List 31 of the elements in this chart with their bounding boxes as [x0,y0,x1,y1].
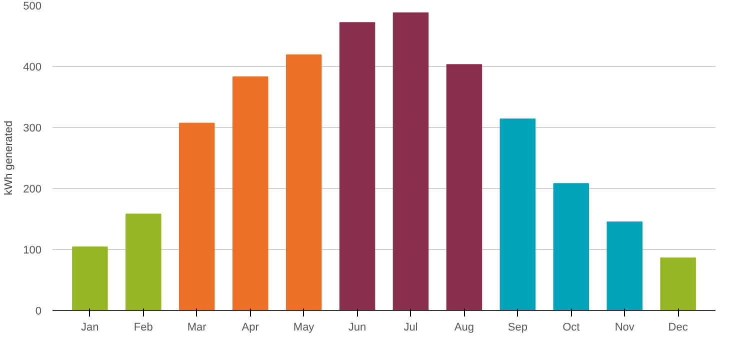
bar [72,246,108,310]
x-tick-label: Dec [668,322,688,334]
bar [232,76,268,310]
bar [392,12,429,310]
bar [286,54,322,310]
bar [446,64,482,310]
y-tick-label: 400 [23,62,42,74]
x-tick-label: Jun [348,322,366,334]
x-tick-label: Oct [562,322,580,334]
y-axis-title: kWh generated [3,120,16,196]
bar [606,222,642,310]
bar [660,258,696,310]
x-tick-label: Nov [614,322,635,334]
y-tick-label: 300 [23,122,42,134]
x-tick-label: May [293,322,315,334]
x-tick-label: Mar [187,322,207,334]
y-tick-label: 500 [23,0,42,12]
x-tick-label: Feb [134,322,153,334]
x-tick-label: Sep [508,322,528,334]
x-tick-label: Apr [242,322,260,334]
y-tick-label: 200 [23,184,42,196]
x-tick-label: Jan [81,322,99,334]
bar [178,122,215,310]
bar [553,183,590,310]
y-tick-label: 100 [23,244,42,256]
bar [500,118,536,310]
x-tick-label: Jul [404,322,418,334]
x-tick-label: Aug [454,322,474,334]
bar [126,214,162,310]
y-tick-label: 0 [35,306,42,318]
bar [339,22,376,310]
